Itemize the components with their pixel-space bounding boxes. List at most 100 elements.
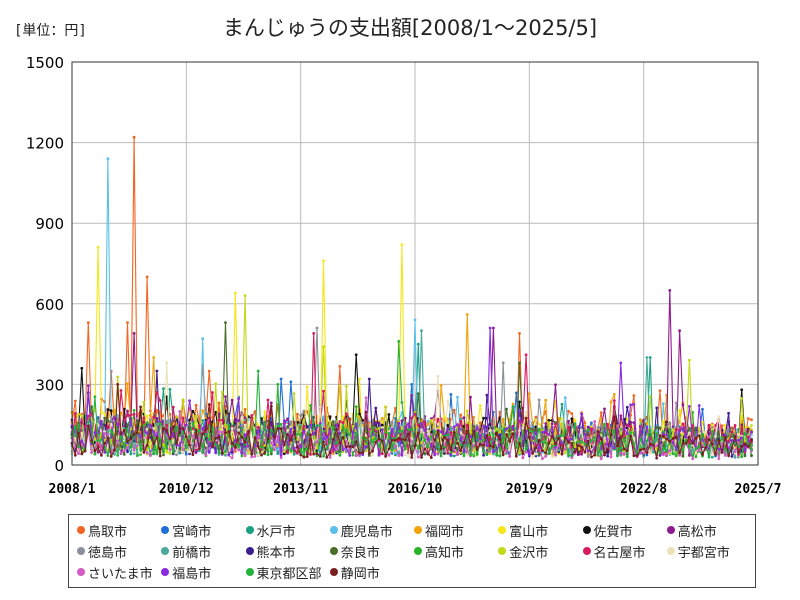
data-point [243, 418, 247, 422]
data-point [629, 403, 632, 407]
data-point [639, 448, 642, 451]
data-point [256, 425, 260, 429]
data-point [201, 409, 205, 413]
data-point [531, 436, 534, 439]
data-point [194, 428, 198, 432]
data-point [318, 448, 322, 451]
data-point [465, 449, 469, 453]
data-point [165, 449, 169, 453]
chart-title: まんじゅうの支出額[2008/1～2025/5] [222, 16, 598, 40]
legend: 鳥取市 宮崎市 水戸市 鹿児島市 福岡市 富山市 佐賀市 高松市 徳島市 前橋市 熊本市 奈良市 高知市… [68, 514, 756, 588]
data-point [211, 427, 214, 430]
data-point [93, 437, 97, 440]
legend-label: 静岡市 [340, 566, 380, 582]
data-point [224, 423, 227, 427]
data-point [609, 400, 613, 404]
data-point [573, 439, 577, 442]
data-point [345, 429, 348, 433]
data-point [580, 440, 583, 443]
data-point [348, 433, 352, 436]
data-point [596, 430, 600, 433]
legend-marker-icon [77, 568, 85, 576]
data-point [318, 405, 322, 409]
data-point [534, 418, 538, 422]
legend-marker-icon [329, 526, 338, 534]
data-point [514, 391, 518, 395]
legend-marker-icon [245, 568, 254, 576]
data-point [387, 453, 391, 457]
data-point [511, 402, 515, 406]
data-point [563, 396, 567, 399]
data-point [475, 432, 479, 435]
data-point [456, 441, 459, 445]
data-point [116, 417, 120, 420]
data-point [567, 425, 570, 429]
data-point [292, 426, 296, 429]
data-point [648, 429, 652, 433]
data-point [113, 408, 116, 412]
data-point [351, 448, 355, 452]
data-point [563, 447, 567, 451]
data-point [302, 424, 306, 428]
data-point [723, 423, 727, 427]
data-point [142, 451, 146, 454]
data-point [341, 435, 345, 439]
data-point [302, 455, 306, 459]
data-point [645, 425, 649, 429]
data-point [612, 415, 616, 419]
data-point [570, 412, 574, 415]
legend-item: 鹿児島市 [329, 521, 414, 540]
data-point [276, 422, 280, 426]
data-point [149, 413, 152, 417]
legend-label: 宮崎市 [172, 524, 212, 540]
data-point [619, 451, 623, 455]
data-point [394, 438, 397, 442]
data-point [707, 455, 711, 459]
data-point [158, 422, 162, 425]
data-point [472, 454, 476, 458]
data-point [488, 433, 492, 437]
data-point [269, 421, 273, 424]
data-point [178, 426, 182, 430]
data-point [175, 425, 178, 429]
data-point [586, 449, 590, 453]
data-point [655, 456, 659, 460]
data-point [456, 423, 459, 427]
data-point [217, 430, 221, 434]
data-point [609, 455, 613, 459]
data-point [266, 437, 270, 441]
data-point [269, 441, 273, 445]
data-point [691, 448, 695, 452]
data-point [674, 454, 678, 458]
data-point [139, 453, 143, 456]
data-point [139, 451, 143, 454]
data-point [492, 450, 495, 453]
data-point [547, 419, 551, 422]
data-point [622, 447, 626, 451]
data-point [217, 435, 221, 439]
legend-label: 東京都区部 [256, 566, 322, 582]
data-point [103, 451, 107, 454]
data-point [158, 454, 162, 458]
data-point [289, 420, 293, 424]
data-point [704, 431, 708, 434]
data-point [214, 382, 218, 386]
y-tick-label: 900 [35, 215, 64, 233]
data-point [560, 436, 564, 440]
data-point [312, 332, 316, 335]
data-point [269, 401, 273, 405]
data-point [576, 444, 580, 447]
data-point [544, 441, 548, 445]
x-axis-ticks: 2008/1 2010/12 2013/11 2016/10 2019/9 2022/8 2… [49, 482, 782, 497]
data-point [701, 438, 704, 442]
data-point [175, 451, 178, 454]
data-point [328, 456, 332, 459]
data-point [413, 318, 417, 322]
data-point [181, 398, 185, 401]
data-point [678, 408, 681, 412]
legend-label: 宇都宮市 [677, 545, 730, 561]
data-point [269, 452, 273, 456]
data-point [331, 452, 335, 456]
data-point [671, 437, 675, 440]
data-point [410, 456, 414, 459]
